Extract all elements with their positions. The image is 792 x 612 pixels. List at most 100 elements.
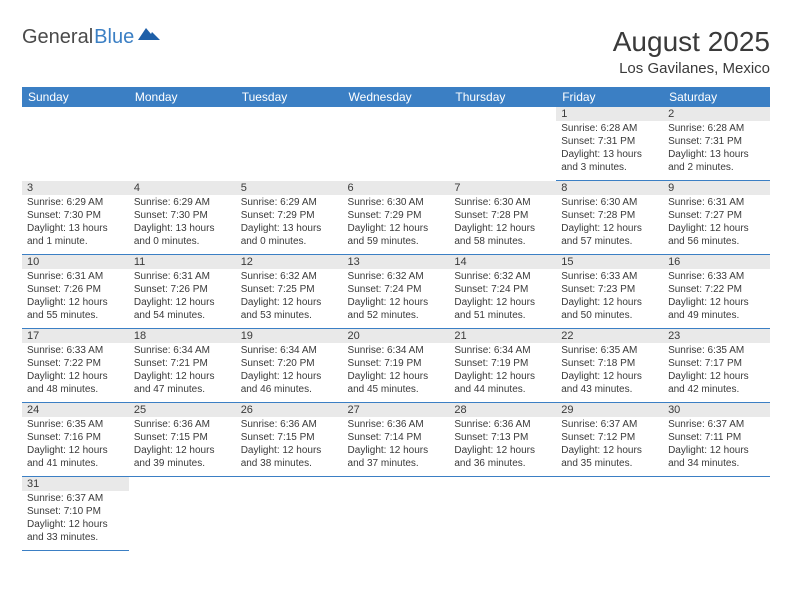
day-cell: 29Sunrise: 6:37 AMSunset: 7:12 PMDayligh… (556, 403, 663, 477)
day-info-day2: and 36 minutes. (454, 457, 551, 470)
day-info-sunset: Sunset: 7:24 PM (348, 283, 445, 296)
day-info-day1: Daylight: 12 hours (668, 370, 765, 383)
day-info-sunrise: Sunrise: 6:35 AM (668, 344, 765, 357)
calendar-cell (663, 477, 770, 551)
calendar-cell: 9Sunrise: 6:31 AMSunset: 7:27 PMDaylight… (663, 181, 770, 255)
calendar-row: 3Sunrise: 6:29 AMSunset: 7:30 PMDaylight… (22, 181, 770, 255)
day-info-day1: Daylight: 12 hours (27, 518, 124, 531)
day-info-sunset: Sunset: 7:28 PM (454, 209, 551, 222)
day-cell: 12Sunrise: 6:32 AMSunset: 7:25 PMDayligh… (236, 255, 343, 329)
day-info-day2: and 53 minutes. (241, 309, 338, 322)
day-number: 25 (129, 403, 236, 417)
day-info-sunrise: Sunrise: 6:34 AM (134, 344, 231, 357)
day-info-sunset: Sunset: 7:14 PM (348, 431, 445, 444)
day-info: Sunrise: 6:36 AMSunset: 7:13 PMDaylight:… (449, 417, 556, 470)
calendar-cell: 3Sunrise: 6:29 AMSunset: 7:30 PMDaylight… (22, 181, 129, 255)
calendar-cell: 1Sunrise: 6:28 AMSunset: 7:31 PMDaylight… (556, 107, 663, 181)
day-info: Sunrise: 6:30 AMSunset: 7:29 PMDaylight:… (343, 195, 450, 248)
day-cell: 13Sunrise: 6:32 AMSunset: 7:24 PMDayligh… (343, 255, 450, 329)
day-info-sunrise: Sunrise: 6:33 AM (561, 270, 658, 283)
day-info-day2: and 44 minutes. (454, 383, 551, 396)
day-info-day2: and 3 minutes. (561, 161, 658, 174)
day-info-day1: Daylight: 12 hours (454, 296, 551, 309)
calendar-cell: 11Sunrise: 6:31 AMSunset: 7:26 PMDayligh… (129, 255, 236, 329)
day-info-sunset: Sunset: 7:22 PM (668, 283, 765, 296)
empty-cell (22, 107, 129, 109)
day-info: Sunrise: 6:34 AMSunset: 7:21 PMDaylight:… (129, 343, 236, 396)
day-cell: 18Sunrise: 6:34 AMSunset: 7:21 PMDayligh… (129, 329, 236, 403)
day-number: 10 (22, 255, 129, 269)
title-block: August 2025 Los Gavilanes, Mexico (613, 26, 770, 77)
day-info: Sunrise: 6:31 AMSunset: 7:26 PMDaylight:… (22, 269, 129, 322)
day-info: Sunrise: 6:33 AMSunset: 7:22 PMDaylight:… (663, 269, 770, 322)
day-number: 28 (449, 403, 556, 417)
day-info: Sunrise: 6:37 AMSunset: 7:11 PMDaylight:… (663, 417, 770, 470)
calendar-cell (449, 477, 556, 551)
day-info-day2: and 35 minutes. (561, 457, 658, 470)
day-info: Sunrise: 6:32 AMSunset: 7:25 PMDaylight:… (236, 269, 343, 322)
day-info-day2: and 42 minutes. (668, 383, 765, 396)
day-info: Sunrise: 6:35 AMSunset: 7:16 PMDaylight:… (22, 417, 129, 470)
day-info-sunrise: Sunrise: 6:37 AM (668, 418, 765, 431)
calendar-cell (449, 107, 556, 181)
day-info-sunset: Sunset: 7:23 PM (561, 283, 658, 296)
day-info-sunset: Sunset: 7:31 PM (561, 135, 658, 148)
day-info-sunrise: Sunrise: 6:31 AM (134, 270, 231, 283)
day-info-day2: and 48 minutes. (27, 383, 124, 396)
day-info: Sunrise: 6:31 AMSunset: 7:26 PMDaylight:… (129, 269, 236, 322)
day-info-sunset: Sunset: 7:11 PM (668, 431, 765, 444)
empty-cell (236, 477, 343, 479)
calendar-cell: 13Sunrise: 6:32 AMSunset: 7:24 PMDayligh… (343, 255, 450, 329)
day-header: Wednesday (343, 87, 450, 107)
day-info: Sunrise: 6:33 AMSunset: 7:22 PMDaylight:… (22, 343, 129, 396)
day-cell: 3Sunrise: 6:29 AMSunset: 7:30 PMDaylight… (22, 181, 129, 255)
day-info-day1: Daylight: 13 hours (27, 222, 124, 235)
day-info: Sunrise: 6:29 AMSunset: 7:29 PMDaylight:… (236, 195, 343, 248)
day-info-day2: and 43 minutes. (561, 383, 658, 396)
day-info-day2: and 2 minutes. (668, 161, 765, 174)
day-info-day2: and 1 minute. (27, 235, 124, 248)
calendar-cell: 12Sunrise: 6:32 AMSunset: 7:25 PMDayligh… (236, 255, 343, 329)
day-info-day1: Daylight: 12 hours (668, 444, 765, 457)
day-info-sunset: Sunset: 7:13 PM (454, 431, 551, 444)
day-cell: 5Sunrise: 6:29 AMSunset: 7:29 PMDaylight… (236, 181, 343, 255)
day-number: 9 (663, 181, 770, 195)
day-number: 24 (22, 403, 129, 417)
calendar-cell: 7Sunrise: 6:30 AMSunset: 7:28 PMDaylight… (449, 181, 556, 255)
empty-cell (343, 477, 450, 479)
calendar-cell: 14Sunrise: 6:32 AMSunset: 7:24 PMDayligh… (449, 255, 556, 329)
day-info-day1: Daylight: 12 hours (561, 370, 658, 383)
calendar-cell: 26Sunrise: 6:36 AMSunset: 7:15 PMDayligh… (236, 403, 343, 477)
calendar-cell: 2Sunrise: 6:28 AMSunset: 7:31 PMDaylight… (663, 107, 770, 181)
day-info-sunset: Sunset: 7:24 PM (454, 283, 551, 296)
day-info-day2: and 0 minutes. (241, 235, 338, 248)
day-info: Sunrise: 6:34 AMSunset: 7:19 PMDaylight:… (343, 343, 450, 396)
calendar-cell (343, 477, 450, 551)
day-cell: 20Sunrise: 6:34 AMSunset: 7:19 PMDayligh… (343, 329, 450, 403)
day-number: 6 (343, 181, 450, 195)
day-cell: 10Sunrise: 6:31 AMSunset: 7:26 PMDayligh… (22, 255, 129, 329)
day-cell: 22Sunrise: 6:35 AMSunset: 7:18 PMDayligh… (556, 329, 663, 403)
day-info-sunset: Sunset: 7:22 PM (27, 357, 124, 370)
day-info-sunrise: Sunrise: 6:35 AM (561, 344, 658, 357)
day-info-day2: and 47 minutes. (134, 383, 231, 396)
day-info-sunrise: Sunrise: 6:30 AM (454, 196, 551, 209)
day-header: Thursday (449, 87, 556, 107)
day-number: 27 (343, 403, 450, 417)
day-info-day2: and 37 minutes. (348, 457, 445, 470)
day-info-sunset: Sunset: 7:10 PM (27, 505, 124, 518)
day-info-sunset: Sunset: 7:29 PM (241, 209, 338, 222)
day-number: 19 (236, 329, 343, 343)
day-cell: 26Sunrise: 6:36 AMSunset: 7:15 PMDayligh… (236, 403, 343, 477)
day-info-sunrise: Sunrise: 6:37 AM (27, 492, 124, 505)
empty-cell (663, 477, 770, 479)
day-info-day2: and 34 minutes. (668, 457, 765, 470)
day-info: Sunrise: 6:35 AMSunset: 7:18 PMDaylight:… (556, 343, 663, 396)
day-cell: 31Sunrise: 6:37 AMSunset: 7:10 PMDayligh… (22, 477, 129, 551)
day-info-day1: Daylight: 13 hours (561, 148, 658, 161)
day-info-day2: and 0 minutes. (134, 235, 231, 248)
day-info-sunset: Sunset: 7:30 PM (27, 209, 124, 222)
day-info: Sunrise: 6:36 AMSunset: 7:15 PMDaylight:… (236, 417, 343, 470)
calendar-cell: 28Sunrise: 6:36 AMSunset: 7:13 PMDayligh… (449, 403, 556, 477)
day-info-sunrise: Sunrise: 6:36 AM (134, 418, 231, 431)
